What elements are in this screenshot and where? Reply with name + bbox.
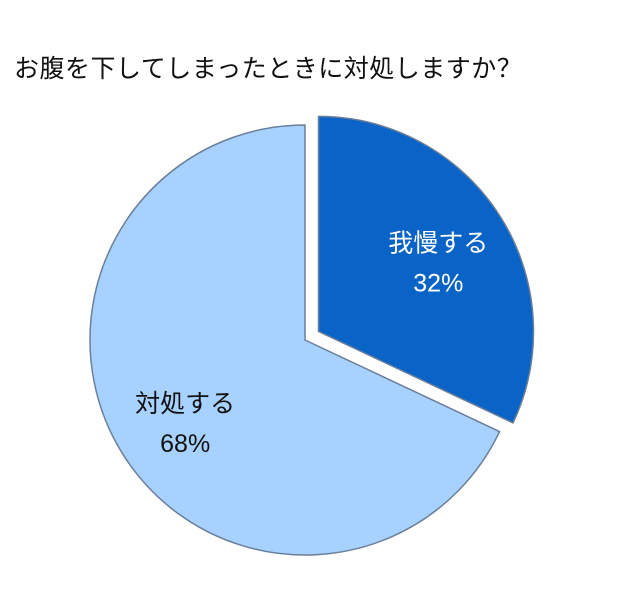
- pie-labels: 我慢する 32% 対処する 68%: [135, 228, 488, 458]
- chart-title: お腹を下してしまったときに対処しますか？: [14, 54, 523, 83]
- slice-percent-1: 32%: [413, 269, 463, 297]
- slice-label-2: 対処する: [135, 389, 235, 418]
- slice-label-1: 我慢する: [388, 228, 488, 257]
- slice-percent-2: 68%: [160, 430, 210, 458]
- pie-slices: [89, 115, 535, 556]
- pie-slice-1: [317, 115, 535, 424]
- pie-slice-2: [89, 124, 501, 556]
